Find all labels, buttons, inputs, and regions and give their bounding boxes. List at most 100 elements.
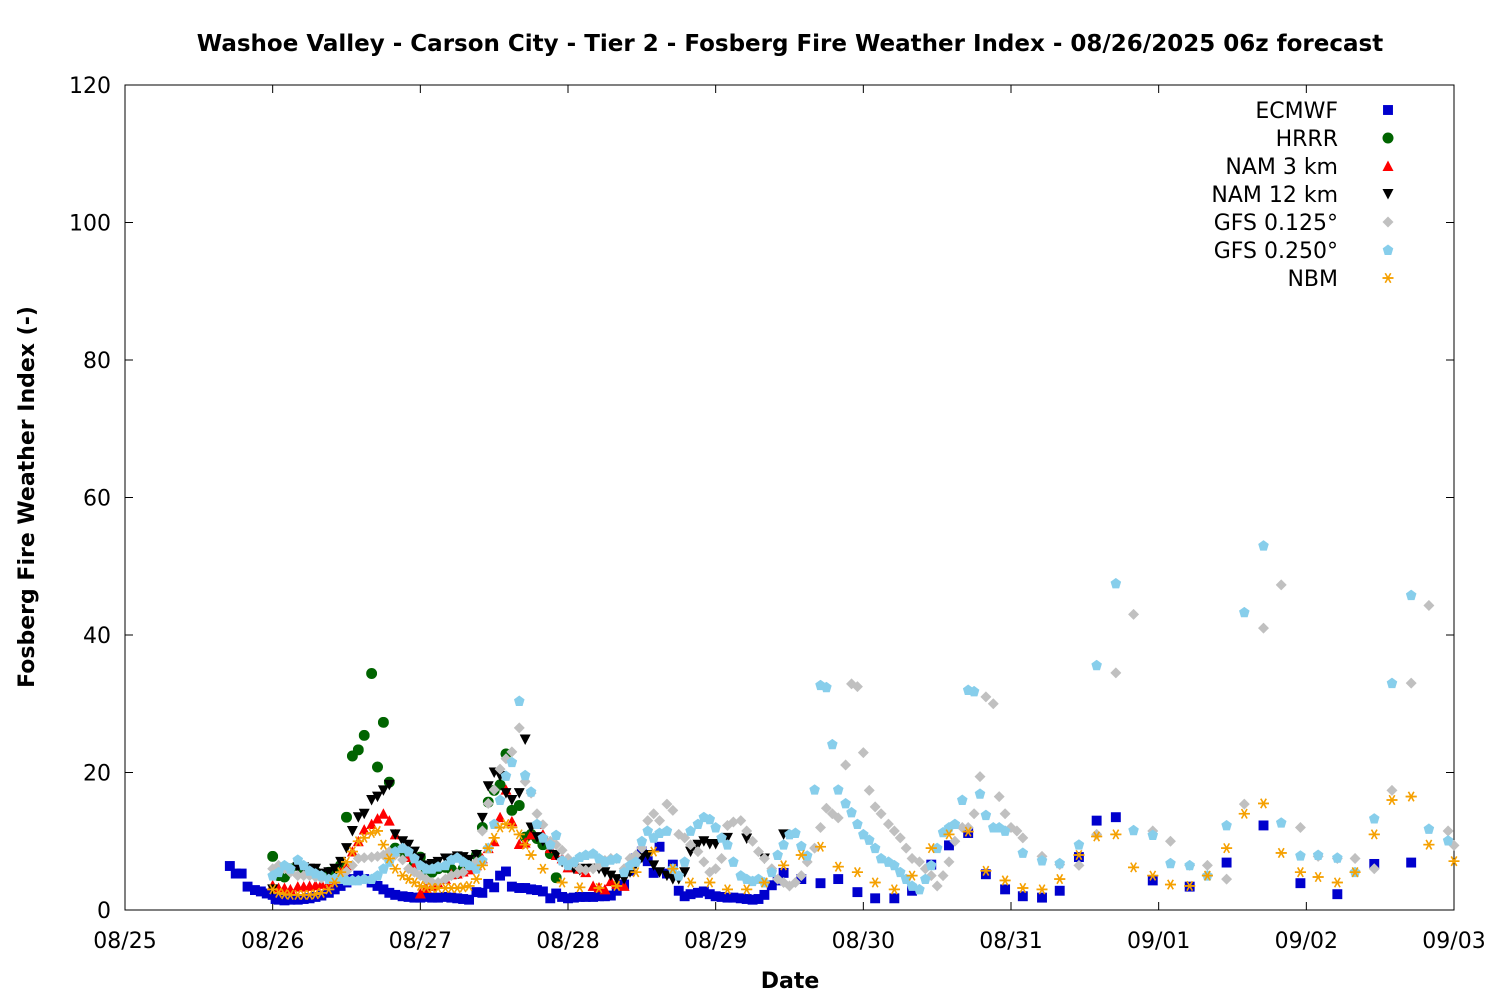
- data-point: [962, 826, 974, 837]
- data-point: [796, 840, 807, 852]
- data-point: [1110, 577, 1122, 589]
- data-point: [1164, 879, 1176, 890]
- x-tick-label: 08/26: [241, 929, 304, 954]
- data-point: [1332, 889, 1343, 900]
- data-point: [550, 829, 562, 841]
- data-point: [1258, 540, 1269, 551]
- data-point: [329, 877, 341, 888]
- data-point: [1405, 589, 1417, 601]
- data-point: [1000, 884, 1011, 895]
- legend-marker: [1382, 244, 1394, 255]
- data-point: [513, 829, 525, 840]
- data-point: [1331, 877, 1343, 888]
- series-layer: [224, 540, 1460, 906]
- data-point: [974, 788, 986, 799]
- data-point: [888, 884, 900, 895]
- data-point: [870, 893, 881, 904]
- data-point: [1221, 873, 1233, 885]
- data-point: [980, 691, 992, 703]
- data-point: [943, 829, 955, 840]
- data-point: [1221, 842, 1233, 854]
- data-point: [1239, 606, 1250, 618]
- data-point: [968, 808, 980, 820]
- legend-label: HRRR: [1276, 127, 1338, 152]
- y-tick-label: 0: [97, 899, 111, 924]
- data-point: [1164, 835, 1176, 847]
- legend-marker: [1382, 132, 1394, 144]
- legend-marker: [1382, 216, 1394, 228]
- data-point: [795, 849, 807, 861]
- data-point: [482, 842, 494, 854]
- data-point: [987, 698, 999, 710]
- legend-item: GFS 0.250°: [1214, 239, 1394, 264]
- data-point: [1091, 831, 1103, 842]
- data-point: [488, 832, 500, 843]
- data-point: [698, 856, 710, 868]
- data-point: [335, 867, 347, 878]
- data-point: [494, 794, 506, 805]
- data-point: [832, 784, 844, 795]
- data-point: [1201, 870, 1213, 881]
- data-point: [341, 856, 352, 868]
- data-point: [728, 856, 739, 867]
- data-point: [372, 825, 384, 837]
- data-point: [1017, 891, 1028, 902]
- x-tick-label: 09/01: [1127, 929, 1190, 954]
- data-point: [1423, 839, 1435, 850]
- data-point: [1368, 829, 1380, 840]
- data-point: [377, 839, 389, 850]
- legend-item: HRRR: [1276, 127, 1394, 152]
- legend-label: NAM 12 km: [1211, 183, 1338, 208]
- data-point: [377, 808, 389, 819]
- data-point: [1110, 812, 1121, 823]
- data-point: [383, 853, 395, 864]
- data-point: [1332, 852, 1343, 863]
- data-point: [531, 808, 543, 820]
- y-tick-label: 100: [69, 212, 111, 237]
- data-point: [1294, 867, 1306, 878]
- data-point: [1448, 856, 1460, 867]
- data-point: [341, 811, 352, 823]
- data-point: [477, 887, 488, 898]
- data-point: [1423, 599, 1435, 611]
- legend-label: NBM: [1287, 267, 1338, 292]
- data-point: [476, 860, 488, 871]
- data-point: [1221, 819, 1232, 831]
- plot-area: [124, 84, 1455, 911]
- y-tick-label: 40: [83, 624, 111, 649]
- legend-label: GFS 0.250°: [1214, 239, 1338, 264]
- data-point: [519, 734, 531, 745]
- data-point: [852, 818, 863, 830]
- data-point: [501, 866, 511, 877]
- data-point: [1054, 873, 1066, 885]
- data-point: [980, 865, 992, 876]
- series-gfs-0-125-: [267, 579, 1460, 892]
- data-point: [513, 722, 525, 734]
- data-point: [1423, 823, 1435, 834]
- data-point: [1405, 791, 1417, 802]
- data-point: [759, 889, 770, 900]
- data-point: [489, 882, 500, 893]
- data-point: [1184, 859, 1195, 871]
- y-tick-label: 60: [83, 487, 111, 512]
- x-tick-label: 08/27: [389, 929, 452, 954]
- data-point: [667, 863, 679, 874]
- legend-label: NAM 3 km: [1225, 155, 1338, 180]
- data-point: [525, 849, 537, 861]
- legend-marker: [1382, 160, 1394, 171]
- y-tick-label: 80: [83, 349, 111, 374]
- data-point: [1295, 850, 1306, 861]
- data-point: [931, 880, 943, 892]
- data-point: [611, 880, 623, 892]
- data-point: [721, 884, 733, 895]
- data-point: [889, 893, 900, 904]
- x-axis-label: Date: [761, 969, 820, 994]
- data-point: [1312, 849, 1324, 860]
- data-point: [840, 759, 852, 771]
- data-point: [778, 839, 789, 850]
- data-point: [531, 818, 543, 830]
- legend-marker: [1383, 105, 1393, 115]
- chart-title: Washoe Valley - Carson City - Tier 2 - F…: [197, 31, 1383, 57]
- data-point: [1386, 794, 1398, 806]
